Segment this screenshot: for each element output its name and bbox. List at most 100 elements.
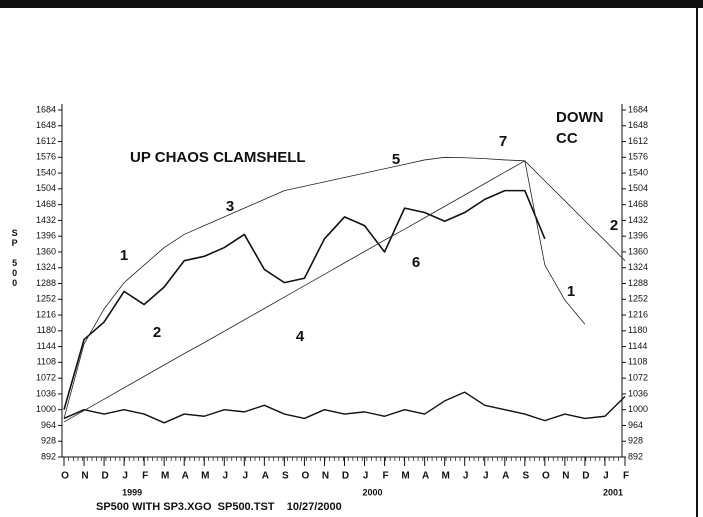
- y-tick-label-right: 1180: [628, 325, 647, 335]
- y-tick-label-right: 1288: [628, 278, 648, 288]
- x-tick-label: F: [142, 471, 148, 482]
- year-label: 1999: [122, 487, 142, 497]
- series-line: [63, 160, 526, 423]
- y-tick-label-right: 1360: [628, 246, 648, 256]
- y-tick-label-right: 1072: [628, 373, 648, 383]
- y-tick-label-left: 1684: [36, 104, 56, 114]
- y-tick-label-right: 892: [628, 451, 643, 461]
- y-tick-label-left: 1108: [37, 357, 56, 367]
- year-label: 2001: [603, 487, 623, 497]
- series-line: [524, 160, 586, 325]
- x-tick-label: D: [342, 471, 349, 482]
- x-tick-label: J: [223, 471, 229, 482]
- y-tick-label-left: 1072: [36, 373, 56, 383]
- series-line: [63, 189, 546, 410]
- x-tick-label: O: [542, 471, 550, 482]
- y-tick-label-left: 928: [41, 436, 56, 446]
- y-tick-label-right: 1576: [628, 152, 648, 162]
- x-tick-label: M: [442, 471, 450, 482]
- y-tick-label-left: 1648: [36, 120, 56, 130]
- y-tick-label-left: 1036: [36, 388, 56, 398]
- y-tick-label-right: 1684: [628, 104, 648, 114]
- y-tick-label-right: 1216: [628, 309, 648, 319]
- y-tick-label-left: 1000: [36, 404, 56, 414]
- y-tick-label-left: 1324: [36, 262, 56, 272]
- y-tick-label-right: 1504: [628, 183, 648, 193]
- y-tick-label-right: 1000: [628, 404, 648, 414]
- x-tick-label: A: [262, 471, 269, 482]
- x-tick-label: J: [603, 471, 609, 482]
- x-tick-label: M: [401, 471, 409, 482]
- y-tick-label-right: 1324: [628, 262, 648, 272]
- annotation: 5: [392, 151, 400, 168]
- x-tick-label: J: [463, 471, 469, 482]
- annotation: 4: [296, 328, 305, 345]
- annotation: CC: [556, 130, 578, 147]
- y-tick-label-left: 1612: [36, 136, 56, 146]
- y-tick-label-left: 964: [41, 420, 56, 430]
- y-tick-label-left: 1288: [36, 278, 56, 288]
- x-tick-label: M: [201, 471, 209, 482]
- x-tick-label: N: [81, 471, 88, 482]
- y-tick-label-right: 1252: [628, 294, 648, 304]
- top-border: [0, 0, 703, 8]
- y-tick-label-right: 1468: [628, 199, 648, 209]
- footer: SP500 WITH SP3.XGO SP500.TST 10/27/2000: [96, 501, 342, 513]
- y-tick-label-left: 1252: [36, 294, 56, 304]
- y-tick-label-right: 1540: [628, 167, 648, 177]
- x-tick-label: D: [101, 471, 108, 482]
- y-tick-label-right: 964: [628, 420, 643, 430]
- y-tick-label-right: 1612: [628, 136, 648, 146]
- y-tick-label-left: 1216: [36, 309, 56, 319]
- y-tick-label-left: 892: [41, 451, 56, 461]
- series-line: [63, 156, 525, 419]
- x-tick-label: A: [182, 471, 189, 482]
- x-tick-label: O: [302, 471, 310, 482]
- y-tick-label-right: 1648: [628, 120, 648, 130]
- x-tick-label: J: [243, 471, 249, 482]
- y-tick-label-right: 1396: [628, 231, 648, 241]
- series-line: [524, 160, 626, 261]
- y-tick-label-left: 1576: [36, 152, 56, 162]
- x-tick-label: F: [623, 471, 629, 482]
- y-tick-label-right: 1108: [628, 357, 647, 367]
- x-tick-label: A: [502, 471, 509, 482]
- y-axis-label: SP 500: [10, 228, 20, 288]
- annotation: DOWN: [556, 109, 604, 126]
- x-tick-label: F: [383, 471, 389, 482]
- annotation: 2: [610, 217, 618, 234]
- year-label: 2000: [363, 487, 383, 497]
- x-tick-label: N: [562, 471, 569, 482]
- x-tick-label: J: [122, 471, 128, 482]
- x-tick-label: M: [161, 471, 169, 482]
- annotation: UP CHAOS CLAMSHELL: [130, 149, 306, 166]
- x-tick-label: A: [422, 471, 429, 482]
- x-tick-label: J: [363, 471, 369, 482]
- y-tick-label-left: 1432: [36, 215, 56, 225]
- y-tick-label-left: 1360: [36, 246, 56, 256]
- y-tick-label-left: 1396: [36, 231, 56, 241]
- y-tick-label-right: 1036: [628, 388, 648, 398]
- y-tick-label-left: 1144: [37, 341, 56, 351]
- annotation: 3: [226, 198, 234, 215]
- annotation: 7: [499, 133, 507, 150]
- x-tick-label: O: [61, 471, 69, 482]
- y-tick-label-right: 1144: [628, 341, 647, 351]
- annotation: 1: [120, 247, 128, 264]
- annotation: 2: [153, 324, 161, 341]
- y-tick-label-left: 1180: [37, 325, 56, 335]
- x-tick-label: S: [522, 471, 529, 482]
- annotation: 1: [567, 283, 575, 300]
- x-tick-label: S: [282, 471, 289, 482]
- y-tick-label-right: 1432: [628, 215, 648, 225]
- y-tick-label-left: 1540: [36, 167, 56, 177]
- y-tick-label-left: 1468: [36, 199, 56, 209]
- series-line: [63, 391, 626, 424]
- annotation: 6: [412, 254, 420, 271]
- x-tick-label: J: [483, 471, 489, 482]
- x-tick-label: N: [322, 471, 329, 482]
- y-tick-label-right: 928: [628, 436, 643, 446]
- x-tick-label: D: [582, 471, 589, 482]
- y-tick-label-left: 1504: [36, 183, 56, 193]
